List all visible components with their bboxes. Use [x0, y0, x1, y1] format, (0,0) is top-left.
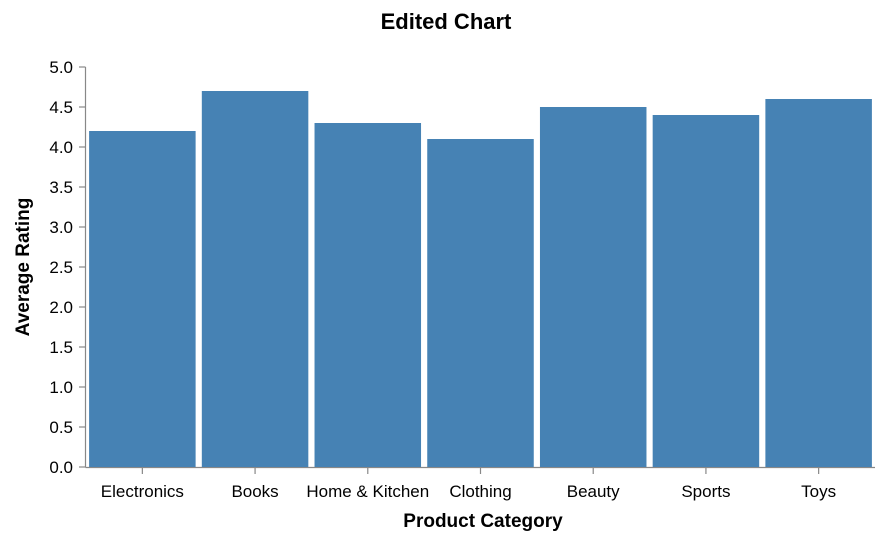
x-axis: Electronics Books Home & Kitchen Clothing Be… [85, 466, 875, 501]
bar [314, 123, 422, 467]
y-tick-label: 2.0 [49, 298, 73, 317]
y-tick-label: 3.0 [49, 218, 73, 237]
bar [89, 131, 196, 467]
y-axis: 0.0 0.5 1.0 1.5 2.0 2.5 3.0 3.5 4.0 4.5 5.0 [49, 58, 87, 477]
y-tick-label: 1.0 [49, 378, 73, 397]
y-tick-label: 2.5 [49, 258, 73, 277]
bar [652, 115, 760, 467]
x-tick-label: Electronics [101, 482, 184, 501]
x-tick-label: Sports [681, 482, 730, 501]
bar [765, 99, 872, 467]
bar [201, 91, 309, 467]
x-tick-label: Home & Kitchen [306, 482, 429, 501]
bar-series [89, 91, 872, 467]
x-tick-label: Clothing [449, 482, 511, 501]
chart-title: Edited Chart [381, 9, 512, 34]
y-axis-title: Average Rating [13, 198, 34, 337]
bar [427, 139, 534, 467]
bar [539, 107, 647, 467]
y-tick-label: 1.5 [49, 338, 73, 357]
x-tick-label: Toys [801, 482, 836, 501]
y-tick-label: 0.5 [49, 418, 73, 437]
x-tick-label: Books [231, 482, 278, 501]
y-tick-label: 5.0 [49, 58, 73, 77]
x-tick-label: Beauty [567, 482, 620, 501]
y-tick-label: 0.0 [49, 458, 73, 477]
x-axis-title: Product Category [403, 511, 563, 532]
y-tick-label: 3.5 [49, 178, 73, 197]
y-tick-label: 4.0 [49, 138, 73, 157]
y-tick-label: 4.5 [49, 98, 73, 117]
